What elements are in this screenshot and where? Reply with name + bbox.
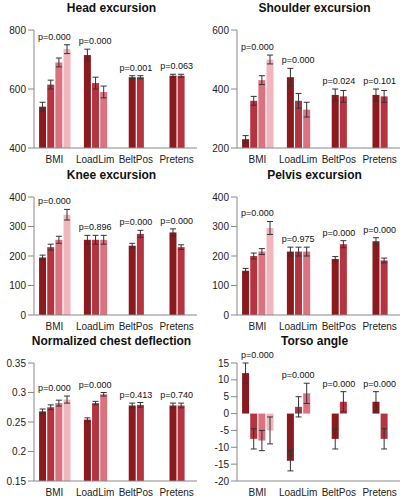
svg-text:p=0.000: p=0.000 — [241, 208, 274, 218]
svg-text:p=0.975: p=0.975 — [282, 234, 315, 244]
html-text:Pelvis excursion: Pelvis excursion — [267, 167, 362, 182]
svg-text:p=0.063: p=0.063 — [160, 61, 193, 71]
svg-text:600: 600 — [9, 84, 26, 95]
svg-text:BMI: BMI — [45, 487, 63, 498]
svg-text:800: 800 — [9, 25, 26, 36]
svg-text:LoadLim: LoadLim — [76, 321, 114, 332]
svg-text:Pretens: Pretens — [362, 321, 396, 332]
svg-text:BMI: BMI — [45, 154, 63, 165]
svg-text:p=0.740: p=0.740 — [160, 390, 193, 400]
svg-text:400: 400 — [9, 191, 26, 202]
svg-text:0.2: 0.2 — [12, 446, 26, 457]
svg-text:LoadLim: LoadLim — [279, 154, 317, 165]
svg-text:LoadLim: LoadLim — [76, 487, 114, 498]
svg-text:p=0.413: p=0.413 — [119, 390, 152, 400]
svg-text:p=0.000: p=0.000 — [79, 36, 112, 46]
svg-text:0: 0 — [223, 408, 229, 419]
svg-text:p=0.000: p=0.000 — [241, 350, 274, 360]
svg-text:p=0.000: p=0.000 — [282, 55, 315, 65]
svg-text:BeltPos: BeltPos — [322, 487, 356, 498]
svg-text:p=0.000: p=0.000 — [322, 379, 355, 389]
svg-text:p=0.024: p=0.024 — [322, 76, 355, 86]
svg-text:BMI: BMI — [248, 154, 266, 165]
svg-text:p=0.000: p=0.000 — [282, 371, 315, 381]
svg-text:BMI: BMI — [45, 321, 63, 332]
svg-text:Pretens: Pretens — [159, 487, 193, 498]
svg-text:p=0.000: p=0.000 — [160, 216, 193, 226]
svg-text:400: 400 — [9, 143, 26, 154]
svg-text:BeltPos: BeltPos — [322, 154, 356, 165]
svg-text:100: 100 — [212, 280, 229, 291]
svg-text:p=0.000: p=0.000 — [363, 379, 396, 389]
svg-text:-10: -10 — [215, 442, 230, 453]
svg-text:Pretens: Pretens — [159, 154, 193, 165]
svg-text:Pretens: Pretens — [362, 154, 396, 165]
svg-text:5: 5 — [223, 392, 229, 403]
svg-text:0.3: 0.3 — [12, 387, 26, 398]
svg-text:p=0.896: p=0.896 — [79, 222, 112, 232]
svg-text:0: 0 — [20, 309, 26, 320]
svg-text:10: 10 — [218, 375, 230, 386]
html-text:Torso angle: Torso angle — [280, 334, 349, 349]
svg-text:-20: -20 — [215, 476, 230, 487]
svg-text:p=0.000: p=0.000 — [363, 224, 396, 234]
svg-text:p=0.000: p=0.000 — [79, 380, 112, 390]
svg-text:p=0.000: p=0.000 — [241, 42, 274, 52]
svg-text:0.25: 0.25 — [7, 417, 27, 428]
svg-text:200: 200 — [9, 250, 26, 261]
svg-text:100: 100 — [9, 280, 26, 291]
svg-text:0: 0 — [223, 309, 229, 320]
svg-text:-5: -5 — [220, 425, 229, 436]
html-text:Normalized chest deflection: Normalized chest deflection — [31, 334, 192, 349]
svg-text:400: 400 — [212, 84, 229, 95]
html-text:Shoulder excursion: Shoulder excursion — [258, 1, 371, 15]
svg-text:p=0.000: p=0.000 — [38, 196, 71, 206]
svg-text:p=0.000: p=0.000 — [38, 32, 71, 42]
svg-text:-15: -15 — [215, 459, 230, 470]
svg-text:Pretens: Pretens — [159, 321, 193, 332]
svg-text:BeltPos: BeltPos — [119, 154, 153, 165]
svg-text:LoadLim: LoadLim — [279, 321, 317, 332]
svg-text:0.35: 0.35 — [7, 358, 27, 369]
svg-text:LoadLim: LoadLim — [76, 154, 114, 165]
html-text:Knee excursion: Knee excursion — [66, 167, 157, 182]
html-text:Head excursion: Head excursion — [66, 1, 157, 15]
svg-text:400: 400 — [212, 191, 229, 202]
svg-text:BeltPos: BeltPos — [119, 321, 153, 332]
svg-text:Pretens: Pretens — [362, 487, 396, 498]
svg-text:200: 200 — [212, 143, 229, 154]
svg-text:BMI: BMI — [248, 321, 266, 332]
svg-text:p=0.101: p=0.101 — [363, 76, 396, 86]
svg-text:p=0.000: p=0.000 — [38, 383, 71, 393]
svg-text:600: 600 — [212, 25, 229, 36]
svg-text:p=0.000: p=0.000 — [119, 217, 152, 227]
svg-text:BMI: BMI — [248, 487, 266, 498]
svg-text:200: 200 — [212, 250, 229, 261]
svg-text:p=0.000: p=0.000 — [322, 227, 355, 237]
svg-text:p=0.001: p=0.001 — [119, 63, 152, 73]
svg-text:LoadLim: LoadLim — [279, 487, 317, 498]
svg-text:BeltPos: BeltPos — [322, 321, 356, 332]
svg-text:300: 300 — [9, 221, 26, 232]
svg-text:0.15: 0.15 — [7, 476, 27, 487]
svg-text:15: 15 — [218, 358, 230, 369]
svg-text:300: 300 — [212, 221, 229, 232]
svg-text:BeltPos: BeltPos — [119, 487, 153, 498]
